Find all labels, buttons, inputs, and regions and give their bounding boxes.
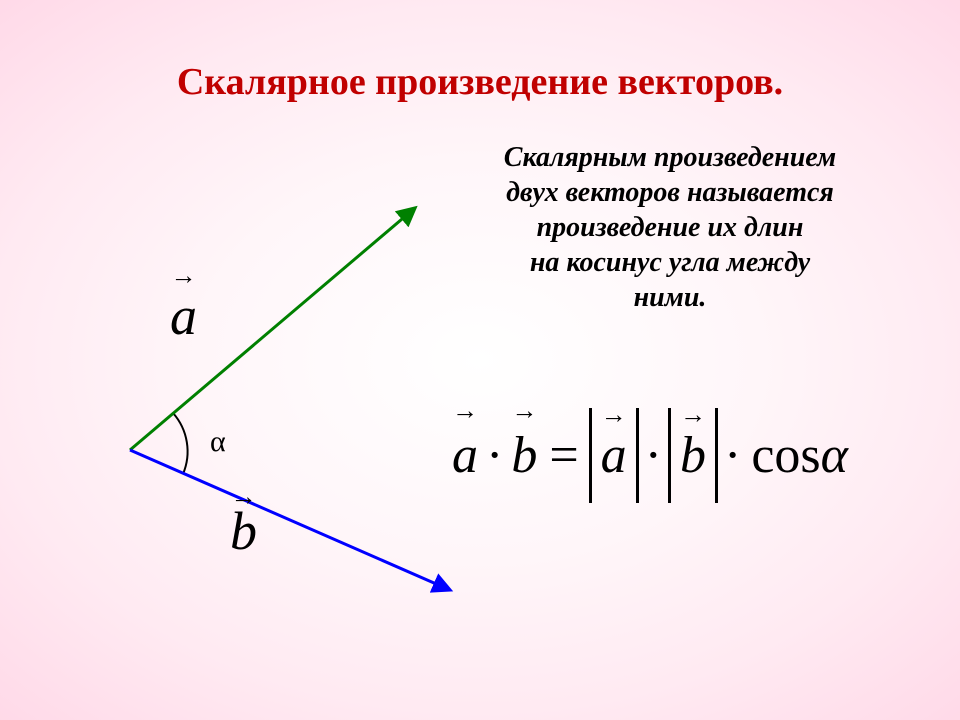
formula-b-letter: b bbox=[511, 427, 537, 484]
vector-arrow-over-icon: → bbox=[231, 484, 257, 510]
vector-a-label: → a bbox=[170, 285, 197, 347]
formula-b-letter: b bbox=[680, 427, 706, 484]
definition-line: двух векторов называется bbox=[506, 177, 834, 208]
page-title: Скалярное произведение векторов. bbox=[0, 60, 960, 104]
angle-alpha-label: α bbox=[210, 425, 226, 459]
formula-a-letter: a bbox=[601, 427, 627, 484]
formula-vec-a-mag: → a bbox=[599, 426, 629, 485]
formula-equals: = bbox=[539, 426, 588, 485]
formula-dot: · bbox=[718, 426, 747, 485]
vector-arrow-over-icon: → bbox=[601, 402, 627, 428]
formula-vec-b: → b bbox=[509, 426, 539, 485]
vector-svg bbox=[60, 200, 490, 620]
vector-arrow-over-icon: → bbox=[171, 263, 197, 289]
vector-arrow-over-icon: → bbox=[511, 398, 537, 424]
formula-row: → a · → b = → a · → b · cosα bbox=[450, 395, 950, 515]
formula-vec-b-mag: → b bbox=[678, 426, 708, 485]
vector-b-label: → b bbox=[230, 500, 257, 562]
formula-dot: · bbox=[480, 426, 509, 485]
formula-mag-a: → a bbox=[589, 426, 639, 485]
formula-mag-b: → b bbox=[668, 426, 718, 485]
formula-vec-a: → a bbox=[450, 426, 480, 485]
vector-arrow-over-icon: → bbox=[452, 398, 478, 424]
definition-line: Скалярным произведением bbox=[504, 142, 836, 173]
definition-line: произведение их длин bbox=[537, 212, 804, 243]
vector-diagram: → a → b α bbox=[60, 200, 490, 620]
definition-line: ними. bbox=[634, 282, 707, 313]
vector-b-line bbox=[130, 450, 450, 590]
vector-arrow-over-icon: → bbox=[680, 402, 706, 428]
vector-a-letter: a bbox=[170, 286, 197, 346]
formula-a-letter: a bbox=[452, 427, 478, 484]
formula-dot: · bbox=[639, 426, 668, 485]
definition-line: на косинус угла между bbox=[530, 247, 810, 278]
formula-alpha: α bbox=[821, 426, 848, 485]
dot-product-formula: → a · → b = → a · → b · cosα bbox=[450, 395, 950, 515]
angle-arc bbox=[173, 413, 188, 474]
definition-text: Скалярным произведением двух векторов на… bbox=[430, 140, 910, 315]
formula-cos: cos bbox=[747, 426, 820, 485]
